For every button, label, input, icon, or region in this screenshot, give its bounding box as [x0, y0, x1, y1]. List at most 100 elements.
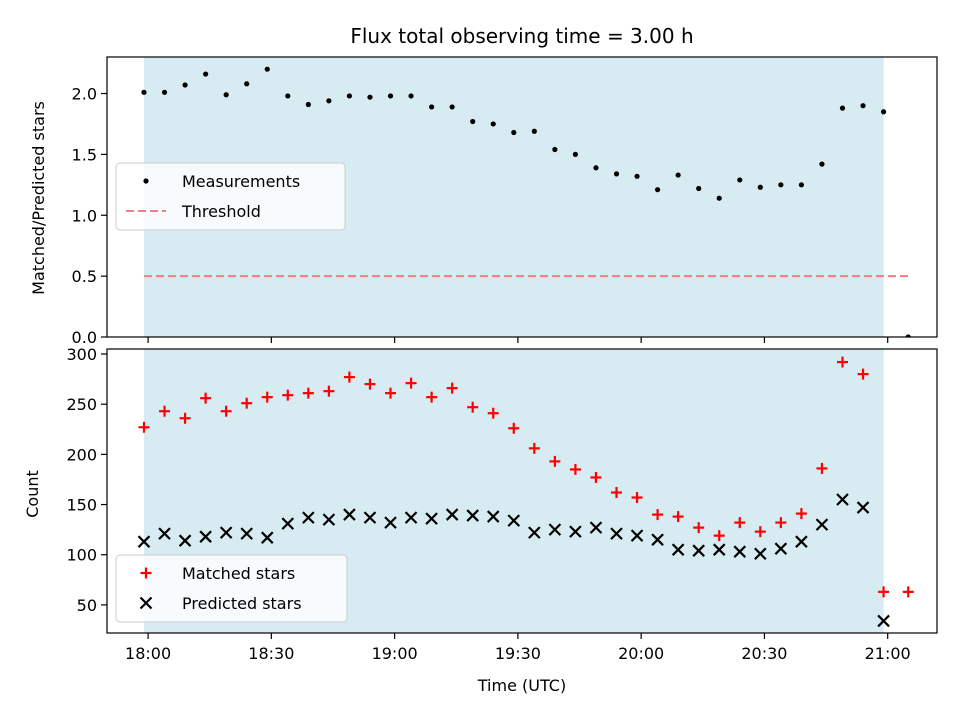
data-point-1-35: [839, 105, 846, 111]
data-point-1-11: [343, 371, 355, 383]
legend-box: [115, 554, 348, 623]
x-tick-label: 18:30: [248, 644, 294, 663]
legend-box: [115, 162, 346, 231]
data-point-2-1: [137, 535, 151, 548]
data-point-1-37: [880, 109, 887, 115]
data-point-1-25: [631, 492, 643, 504]
data-point-2-21: [548, 523, 562, 536]
data-point-1-26: [654, 187, 661, 193]
data-point-1-27: [675, 172, 681, 178]
data-point-1-14: [408, 93, 414, 99]
data-point-1-36: [860, 103, 866, 109]
data-point-1-5: [223, 92, 229, 98]
data-point-2-32: [774, 542, 788, 555]
x-tick-label: 20:00: [618, 644, 664, 663]
data-point-2-16: [445, 508, 459, 521]
data-point-2-6: [240, 527, 253, 540]
data-point-1-20: [528, 442, 540, 454]
data-point-2-23: [589, 521, 603, 534]
data-point-1-18: [490, 121, 496, 127]
data-point-1-33: [798, 182, 805, 188]
data-point-2-14: [404, 511, 418, 524]
data-point-1-34: [816, 462, 828, 474]
legend-label: Threshold: [181, 202, 261, 221]
y-tick-label: 250: [66, 395, 97, 414]
data-point-2-7: [260, 531, 274, 544]
data-point-1-4: [203, 71, 209, 77]
legend-plus-swatch: [140, 567, 152, 579]
data-point-1-12: [364, 378, 376, 390]
data-point-1-19: [511, 129, 517, 136]
data-point-2-13: [384, 516, 397, 529]
data-points: [137, 356, 914, 628]
data-point-1-10: [323, 385, 335, 397]
data-point-1-15: [426, 391, 438, 403]
data-point-2-37: [877, 614, 890, 628]
data-point-1-33: [795, 508, 807, 520]
data-point-1-37: [878, 586, 890, 598]
data-point-1-24: [613, 171, 620, 177]
data-point-1-35: [836, 356, 848, 368]
x-tick-label: 20:30: [741, 644, 787, 663]
ratio-axes: 0.0 0.5 1.0 1.5 2.0 Measurements Threshold: [72, 56, 938, 347]
data-point-1-31: [757, 184, 763, 190]
data-point-1-1: [141, 89, 147, 95]
ratio-y-axis-label: Matched/Predicted stars: [29, 101, 48, 295]
chart-title: Flux total observing time = 3.00 h: [350, 24, 693, 48]
data-point-1-9: [302, 387, 314, 399]
data-point-1-24: [611, 487, 623, 499]
data-point-1-3: [182, 82, 188, 88]
data-point-1-28: [693, 522, 705, 534]
data-point-2-5: [219, 526, 233, 539]
data-point-2-22: [569, 525, 582, 538]
data-point-2-17: [466, 509, 479, 522]
data-point-1-15: [429, 104, 435, 110]
y-tick-label: 1.0: [72, 206, 97, 225]
x-tick-label: 21:00: [865, 644, 911, 663]
data-point-1-7: [264, 66, 270, 72]
data-point-2-25: [630, 529, 644, 542]
axes-frame: [106, 348, 938, 634]
data-point-1-32: [775, 517, 787, 529]
data-point-2-33: [795, 535, 808, 548]
data-point-2-19: [507, 514, 521, 527]
data-point-2-10: [322, 513, 336, 526]
data-point-1-12: [367, 94, 373, 100]
y-tick-label: 0.5: [72, 267, 97, 286]
data-point-1-28: [696, 185, 702, 192]
data-point-1-25: [634, 173, 640, 179]
data-points: [141, 66, 911, 337]
y-tick-label: 1.5: [72, 145, 97, 164]
data-point-1-16: [449, 104, 455, 110]
data-point-1-6: [241, 397, 253, 409]
data-point-1-29: [713, 530, 725, 542]
data-point-2-11: [343, 508, 356, 521]
legend-x-swatch: [139, 596, 153, 610]
data-point-1-11: [346, 93, 353, 99]
legend-label: Measurements: [182, 172, 300, 191]
data-point-1-5: [220, 405, 232, 417]
legend-label: Matched stars: [182, 564, 295, 583]
data-point-1-13: [385, 387, 397, 399]
data-point-2-18: [486, 510, 500, 523]
data-point-1-32: [778, 182, 784, 188]
data-point-1-19: [508, 422, 520, 434]
data-point-1-8: [282, 389, 294, 401]
x-tick-label: 19:00: [372, 644, 418, 663]
data-point-1-16: [446, 382, 458, 394]
y-tick-label: 2.0: [72, 85, 97, 104]
data-point-2-34: [815, 518, 829, 531]
data-point-1-36: [857, 368, 869, 380]
data-point-1-22: [572, 151, 579, 157]
data-point-1-30: [737, 177, 743, 183]
data-point-2-31: [754, 547, 767, 560]
data-point-2-8: [281, 517, 295, 530]
data-point-1-9: [305, 101, 311, 108]
x-tick-label: 19:30: [495, 644, 541, 663]
data-point-1-23: [593, 165, 599, 171]
data-point-2-15: [425, 512, 438, 525]
data-point-2-24: [610, 527, 623, 540]
legend: Matched stars Predicted stars: [115, 554, 348, 623]
x-tick-label: 18:00: [125, 644, 171, 663]
